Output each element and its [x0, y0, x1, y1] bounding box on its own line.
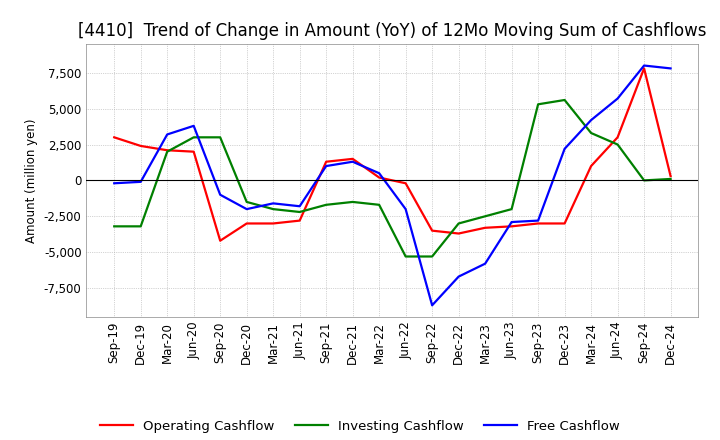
- Free Cashflow: [136, 179, 145, 184]
- Free Cashflow: [640, 63, 649, 68]
- Operating Cashflow: [454, 231, 463, 236]
- Free Cashflow: [243, 206, 251, 212]
- Free Cashflow: [508, 220, 516, 225]
- Investing Cashflow: [640, 178, 649, 183]
- Operating Cashflow: [110, 135, 119, 140]
- Free Cashflow: [163, 132, 171, 137]
- Free Cashflow: [534, 218, 542, 223]
- Operating Cashflow: [136, 143, 145, 149]
- Investing Cashflow: [348, 199, 357, 205]
- Operating Cashflow: [560, 221, 569, 226]
- Free Cashflow: [216, 192, 225, 198]
- Free Cashflow: [481, 261, 490, 266]
- Line: Free Cashflow: Free Cashflow: [114, 66, 670, 305]
- Free Cashflow: [666, 66, 675, 71]
- Y-axis label: Amount (million yen): Amount (million yen): [25, 118, 38, 242]
- Investing Cashflow: [587, 130, 595, 136]
- Free Cashflow: [322, 163, 330, 169]
- Title: [4410]  Trend of Change in Amount (YoY) of 12Mo Moving Sum of Cashflows: [4410] Trend of Change in Amount (YoY) o…: [78, 22, 706, 40]
- Investing Cashflow: [508, 206, 516, 212]
- Free Cashflow: [110, 181, 119, 186]
- Investing Cashflow: [375, 202, 384, 207]
- Free Cashflow: [454, 274, 463, 279]
- Investing Cashflow: [428, 254, 436, 259]
- Investing Cashflow: [454, 221, 463, 226]
- Operating Cashflow: [348, 156, 357, 161]
- Investing Cashflow: [163, 149, 171, 154]
- Operating Cashflow: [216, 238, 225, 243]
- Operating Cashflow: [269, 221, 277, 226]
- Investing Cashflow: [189, 135, 198, 140]
- Operating Cashflow: [295, 218, 304, 223]
- Operating Cashflow: [613, 135, 622, 140]
- Operating Cashflow: [189, 149, 198, 154]
- Investing Cashflow: [560, 97, 569, 103]
- Line: Operating Cashflow: Operating Cashflow: [114, 68, 670, 241]
- Free Cashflow: [269, 201, 277, 206]
- Operating Cashflow: [481, 225, 490, 231]
- Free Cashflow: [613, 96, 622, 101]
- Investing Cashflow: [481, 214, 490, 219]
- Free Cashflow: [295, 204, 304, 209]
- Legend: Operating Cashflow, Investing Cashflow, Free Cashflow: Operating Cashflow, Investing Cashflow, …: [95, 414, 625, 438]
- Investing Cashflow: [110, 224, 119, 229]
- Free Cashflow: [587, 117, 595, 123]
- Investing Cashflow: [401, 254, 410, 259]
- Operating Cashflow: [243, 221, 251, 226]
- Investing Cashflow: [269, 206, 277, 212]
- Operating Cashflow: [322, 159, 330, 165]
- Operating Cashflow: [508, 224, 516, 229]
- Operating Cashflow: [163, 147, 171, 153]
- Operating Cashflow: [534, 221, 542, 226]
- Free Cashflow: [401, 206, 410, 212]
- Free Cashflow: [189, 123, 198, 128]
- Line: Investing Cashflow: Investing Cashflow: [114, 100, 670, 257]
- Operating Cashflow: [666, 173, 675, 179]
- Investing Cashflow: [322, 202, 330, 207]
- Investing Cashflow: [613, 142, 622, 147]
- Investing Cashflow: [295, 209, 304, 215]
- Free Cashflow: [560, 146, 569, 151]
- Investing Cashflow: [243, 199, 251, 205]
- Operating Cashflow: [401, 181, 410, 186]
- Free Cashflow: [428, 303, 436, 308]
- Investing Cashflow: [666, 176, 675, 182]
- Free Cashflow: [375, 171, 384, 176]
- Operating Cashflow: [640, 66, 649, 71]
- Investing Cashflow: [534, 102, 542, 107]
- Free Cashflow: [348, 159, 357, 165]
- Operating Cashflow: [587, 163, 595, 169]
- Operating Cashflow: [428, 228, 436, 233]
- Investing Cashflow: [216, 135, 225, 140]
- Investing Cashflow: [136, 224, 145, 229]
- Operating Cashflow: [375, 175, 384, 180]
